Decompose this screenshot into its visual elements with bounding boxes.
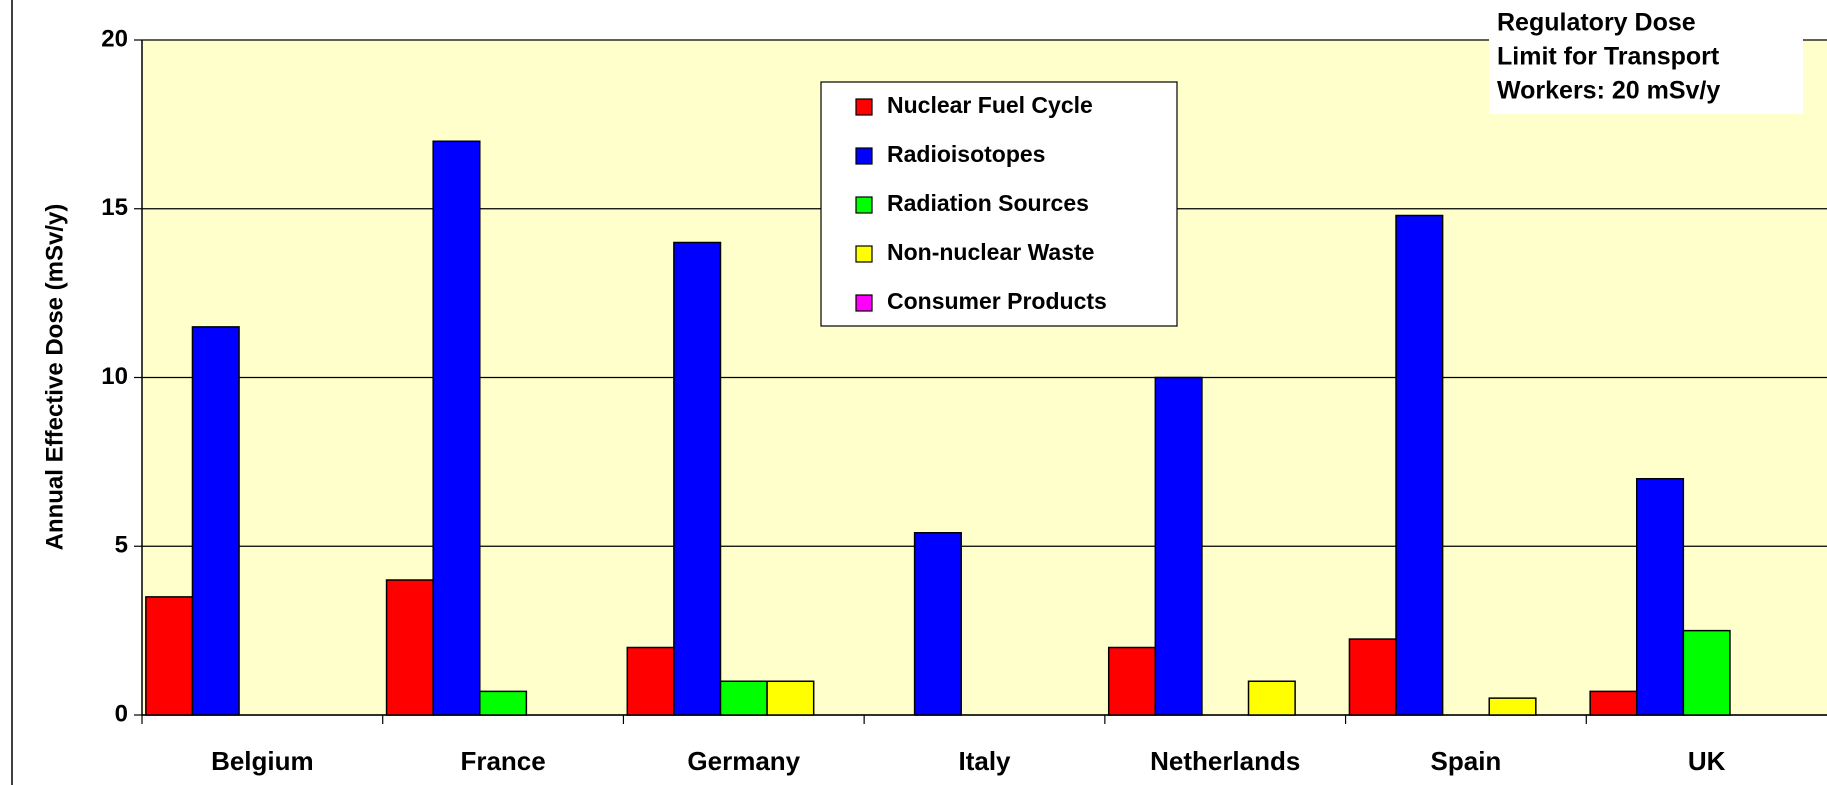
bar xyxy=(145,596,194,716)
x-tick-label: Germany xyxy=(687,746,800,776)
legend-box xyxy=(820,81,1178,327)
legend-label: Nuclear Fuel Cycle xyxy=(887,92,1093,118)
bar xyxy=(432,140,481,716)
legend-swatch xyxy=(855,196,873,214)
y-tick-label: 15 xyxy=(101,194,128,221)
bar xyxy=(913,532,962,716)
annotation-text: Workers: 20 mSv/y xyxy=(1497,77,1720,105)
bar xyxy=(673,241,722,716)
bar xyxy=(1589,690,1638,716)
bar xyxy=(191,326,240,716)
bar xyxy=(1247,680,1296,716)
y-tick-label: 20 xyxy=(101,25,128,52)
annotation-text: Regulatory Dose xyxy=(1497,9,1696,37)
legend-swatch xyxy=(855,147,873,165)
legend-label: Radioisotopes xyxy=(887,141,1045,167)
bar xyxy=(385,579,434,716)
legend-label: Consumer Products xyxy=(887,288,1107,314)
y-tick-label: 10 xyxy=(101,363,128,390)
x-tick-label: UK xyxy=(1688,746,1726,776)
legend-swatch xyxy=(855,245,873,263)
x-tick-label: Netherlands xyxy=(1150,746,1300,776)
bar xyxy=(1488,697,1537,716)
annotation-text: Limit for Transport xyxy=(1497,43,1720,71)
legend-swatch xyxy=(855,294,873,312)
legend-label: Non-nuclear Waste xyxy=(887,239,1094,265)
bar xyxy=(1154,376,1203,716)
annotation-box xyxy=(1489,0,1803,114)
bar xyxy=(1107,646,1157,716)
bar xyxy=(479,690,528,716)
x-tick-label: France xyxy=(460,746,545,776)
bar xyxy=(626,646,675,716)
x-tick-label: Spain xyxy=(1431,746,1502,776)
x-tick-label: Belgium xyxy=(211,746,314,776)
y-tick-label: 0 xyxy=(115,700,128,727)
bar xyxy=(766,680,815,716)
x-tick-label: Italy xyxy=(958,746,1011,776)
bar xyxy=(1348,638,1397,716)
y-tick-label: 5 xyxy=(115,532,128,559)
legend-swatch xyxy=(855,98,873,116)
bar xyxy=(719,680,768,716)
legend-label: Radiation Sources xyxy=(887,190,1089,216)
bar xyxy=(1682,629,1731,716)
bar xyxy=(1395,214,1444,716)
bar xyxy=(1635,478,1685,716)
y-axis-title: Annual Effective Dose (mSv/y) xyxy=(41,204,68,551)
